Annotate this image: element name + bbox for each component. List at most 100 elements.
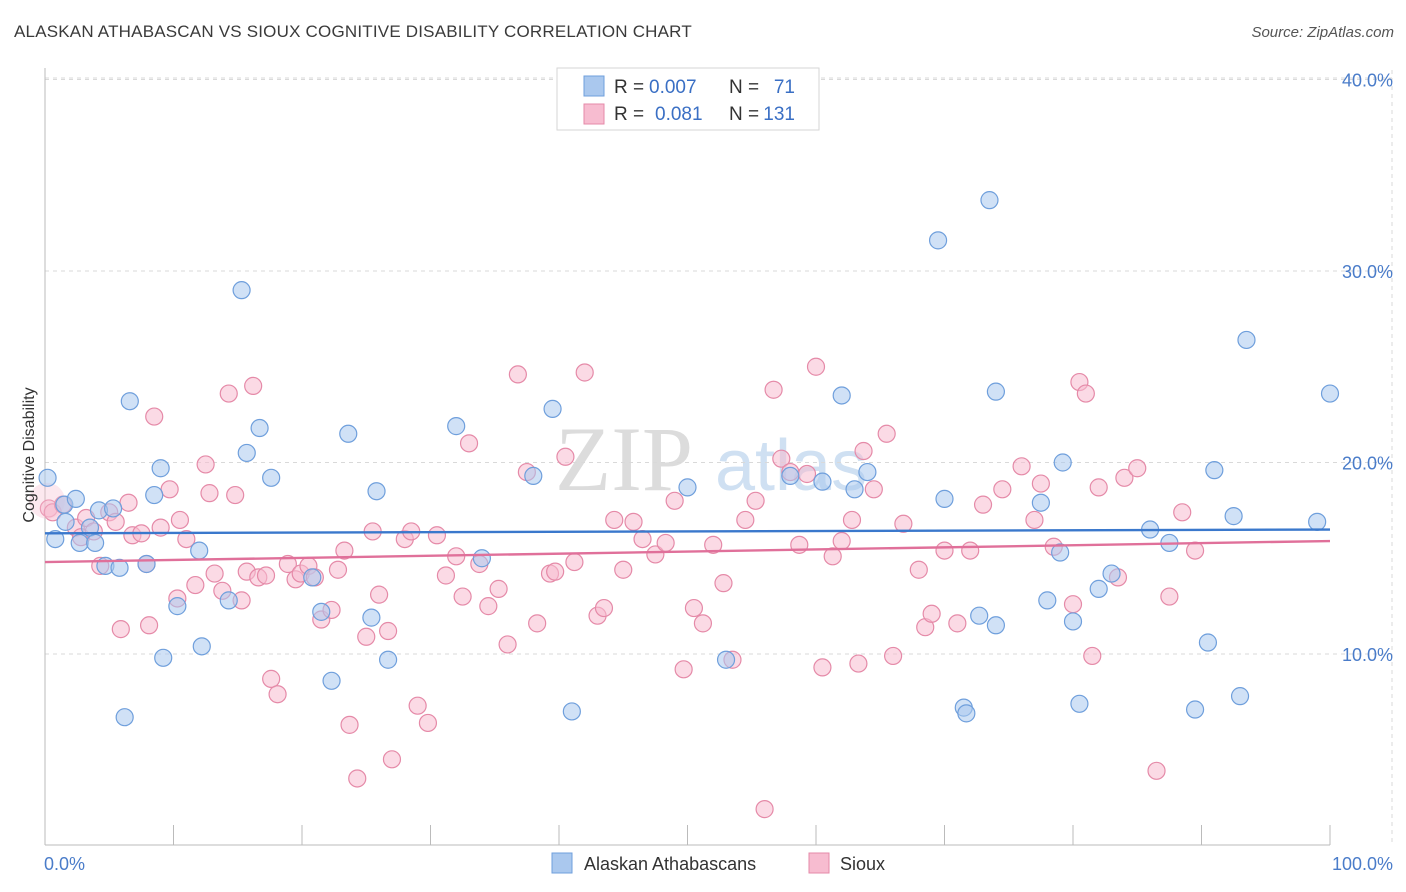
sioux-point-72: [575, 363, 594, 382]
sioux-point-54: [408, 696, 427, 715]
legend-r-label-1: R =: [614, 77, 644, 98]
sioux-point-69: [546, 562, 565, 581]
sioux-point-49: [370, 585, 389, 604]
sioux-point-98: [823, 547, 842, 566]
athabascan-point-52: [986, 616, 1006, 635]
legend-top: R = 0.007 N = 71 R = 0.081 N = 131: [556, 67, 820, 131]
sioux-point-35: [268, 685, 287, 704]
sioux-point-43: [328, 560, 348, 579]
athabascan-point-44: [858, 462, 877, 482]
athabascan-point-63: [1185, 700, 1205, 719]
source-label: Source: ZipAtlas.com: [1251, 24, 1394, 41]
sioux-point-101: [849, 654, 868, 673]
legend-n-value-2: 131: [763, 104, 795, 125]
sioux-point-89: [746, 491, 765, 510]
sioux-point-59: [453, 587, 472, 606]
legend-r-value-2: 0.081: [655, 104, 703, 125]
legend-r-label-2: R =: [614, 104, 644, 125]
legend-bottom-label-sioux: Sioux: [840, 854, 885, 874]
athabascan-point-39: [716, 650, 736, 669]
sioux-point-33: [256, 566, 276, 585]
legend-swatch-blue: [583, 75, 605, 97]
sioux-point-24: [200, 484, 219, 503]
athabascan-point-42: [832, 386, 851, 405]
athabascan-point-33: [447, 417, 466, 436]
sioux-point-65: [508, 365, 527, 384]
athabascan-point-56: [1053, 453, 1072, 472]
sioux-point-107: [909, 560, 928, 579]
y-tick-label-30: 30.0%: [1342, 262, 1393, 282]
athabascan-point-3: [56, 512, 75, 531]
sioux-point-126: [1128, 459, 1147, 478]
athabascan-point-17: [154, 648, 173, 667]
athabascan-point-4: [66, 489, 85, 508]
athabascan-point-67: [1230, 687, 1250, 706]
athabascan-point-37: [562, 702, 581, 721]
athabascan-point-13: [120, 392, 139, 411]
athabascan-points: [38, 191, 1340, 727]
athabascan-point-68: [1237, 330, 1256, 350]
sioux-point-79: [646, 545, 665, 564]
sioux-point-128: [1160, 587, 1179, 606]
athabascan-point-57: [1063, 612, 1083, 631]
sioux-point-86: [714, 574, 733, 593]
athabascan-trend-line: [44, 528, 1331, 535]
sioux-point-55: [418, 713, 438, 733]
athabascan-point-40: [781, 466, 800, 486]
sioux-point-82: [674, 660, 693, 679]
athabascan-point-32: [378, 650, 398, 669]
sioux-point-102: [854, 441, 873, 461]
athabascan-point-1: [46, 529, 65, 549]
sioux-point-106: [894, 514, 913, 533]
athabascan-point-14: [137, 554, 156, 574]
sioux-point-105: [883, 646, 903, 666]
sioux-point-76: [614, 560, 633, 579]
athabascan-point-50: [980, 191, 999, 210]
sioux-point-112: [961, 541, 980, 560]
sioux-point-10: [111, 620, 130, 639]
sioux-point-121: [1076, 384, 1095, 403]
sioux-point-46: [348, 769, 367, 788]
sioux-point-67: [528, 614, 547, 633]
athabascan-point-70: [1320, 384, 1340, 403]
athabascan-point-69: [1308, 512, 1327, 531]
athabascan-point-30: [362, 608, 381, 627]
sioux-point-88: [736, 510, 755, 530]
legend-n-value-1: 71: [774, 77, 795, 98]
sioux-point-34: [262, 669, 281, 688]
athabascan-point-35: [524, 466, 543, 486]
athabascan-point-49: [970, 606, 989, 625]
legend-bottom-swatch-pink: [808, 852, 830, 874]
sioux-point-99: [832, 531, 851, 551]
y-tick-label-40: 40.0%: [1342, 71, 1393, 91]
sioux-point-77: [624, 512, 643, 531]
sioux-point-28: [226, 485, 245, 505]
sioux-point-25: [205, 564, 224, 583]
athabascan-point-64: [1198, 633, 1218, 652]
athabascan-point-22: [232, 281, 251, 300]
sioux-point-11: [119, 493, 138, 512]
y-tick-labels: 10.0% 20.0% 30.0% 40.0%: [1342, 71, 1393, 666]
athabascan-point-27: [312, 602, 331, 621]
athabascan-point-53: [1031, 493, 1050, 512]
sioux-point-50: [378, 621, 398, 641]
sioux-point-127: [1147, 761, 1166, 780]
sioux-point-22: [186, 575, 205, 595]
sioux-point-64: [498, 635, 517, 654]
y-axis-label: Cognitive Disability: [21, 387, 38, 522]
athabascan-point-5: [70, 533, 89, 553]
athabascan-point-36: [543, 399, 562, 418]
sioux-point-85: [704, 535, 723, 554]
athabascan-point-16: [151, 459, 170, 478]
sioux-point-103: [864, 480, 883, 499]
sioux-cluster-blob: [29, 482, 65, 519]
athabascan-point-60: [1102, 564, 1121, 583]
sioux-point-70: [556, 447, 575, 466]
sioux-point-96: [806, 357, 826, 376]
athabascan-point-15: [145, 485, 164, 505]
sioux-point-74: [594, 598, 614, 618]
sioux-point-83: [684, 598, 704, 618]
sioux-point-80: [656, 533, 675, 553]
sioux-point-95: [797, 464, 817, 484]
